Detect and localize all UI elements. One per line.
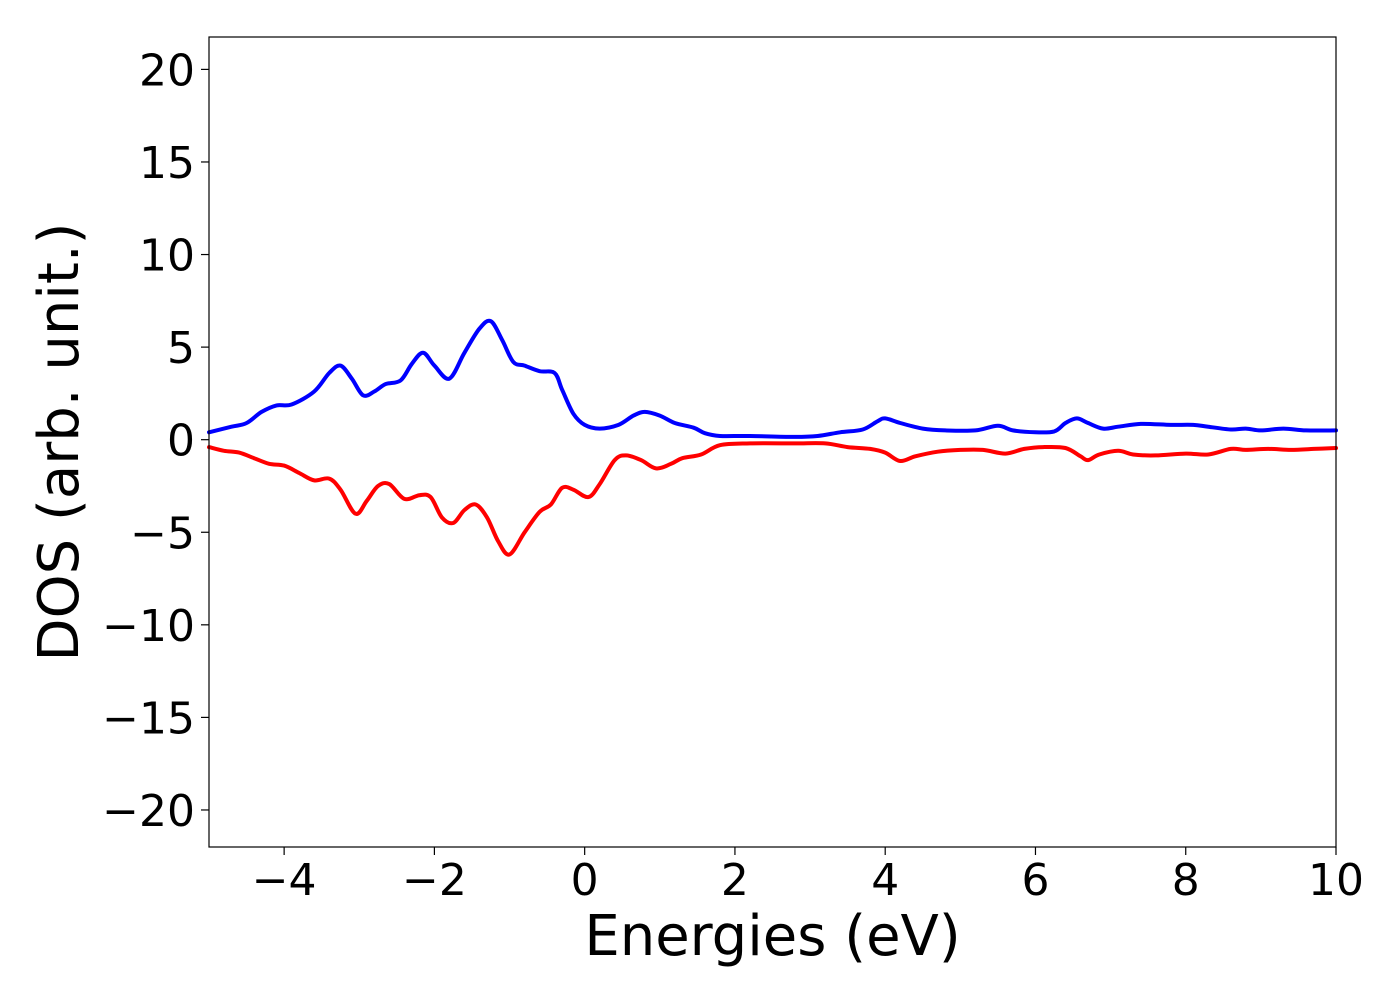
x-tick-label: 10 bbox=[1308, 855, 1364, 906]
y-tick-label: −15 bbox=[102, 693, 195, 744]
x-tick-label: 8 bbox=[1172, 855, 1200, 906]
x-tick-label: 6 bbox=[1021, 855, 1049, 906]
series-layer bbox=[207, 318, 1338, 557]
y-tick-label: 20 bbox=[139, 45, 195, 96]
x-tick-label: −4 bbox=[252, 855, 317, 906]
x-axis-ticks: −4 −2 0 2 4 6 8 10 bbox=[252, 847, 1364, 906]
x-tick-label: −2 bbox=[402, 855, 467, 906]
y-tick-label: 10 bbox=[139, 231, 195, 282]
y-tick-label: −20 bbox=[102, 786, 195, 837]
y-tick-label: 15 bbox=[139, 138, 195, 189]
y-tick-label: −5 bbox=[130, 508, 195, 559]
y-tick-label: 5 bbox=[167, 323, 195, 374]
series-line-1 bbox=[207, 441, 1338, 557]
x-tick-label: 2 bbox=[721, 855, 749, 906]
x-tick-label: 0 bbox=[571, 855, 599, 906]
plot-frame bbox=[208, 36, 1337, 848]
y-tick-label: 0 bbox=[167, 416, 195, 467]
series-line-0 bbox=[207, 318, 1338, 439]
y-axis-ticks: 20 15 10 5 0 −5 −10 −15 −20 bbox=[102, 45, 209, 837]
y-tick-label: −10 bbox=[102, 601, 195, 652]
x-tick-label: 4 bbox=[871, 855, 899, 906]
y-axis-label: DOS (arb. unit.) bbox=[27, 222, 92, 661]
x-axis-label: Energies (eV) bbox=[584, 904, 960, 969]
